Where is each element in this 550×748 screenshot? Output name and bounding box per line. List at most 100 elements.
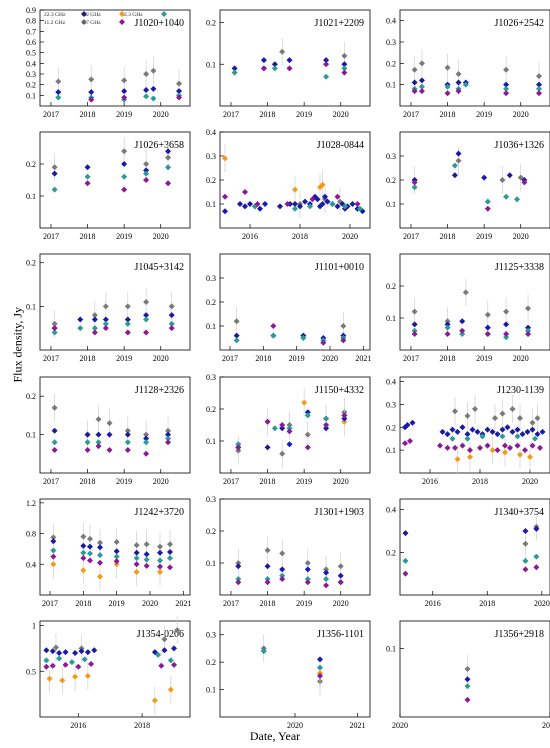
y-tick-label: 0.2 [206, 658, 216, 667]
data-point-2-3-ghz [418, 83, 425, 90]
data-point-11-2-ghz [522, 540, 529, 547]
data-point-2-3-ghz [264, 576, 271, 582]
panel-frame [219, 498, 371, 596]
legend-label: 4.7 GHz [82, 20, 101, 26]
data-point-4-7-ghz [341, 412, 348, 419]
x-tick-label: 2020 [153, 477, 169, 486]
data-point-22-3-ghz [322, 193, 328, 200]
data-point-4-7-ghz [286, 65, 293, 72]
data-point-11-2-ghz [91, 312, 98, 319]
data-point-2-3-ghz [77, 325, 84, 332]
data-point-2-3-ghz [484, 198, 491, 205]
data-point-22-3-ghz [489, 428, 496, 435]
data-point-22-3-ghz [279, 566, 286, 573]
panel-j1356-2918: J1356+2918 0.1 2020 2021 [386, 620, 550, 730]
x-tick-label: 2018 [440, 232, 456, 241]
data-point-22-3-ghz [474, 428, 481, 435]
legend-marker [81, 11, 87, 17]
data-point-11-2-ghz [233, 318, 240, 325]
data-point-4-7-ghz [143, 329, 150, 336]
data-point-11-2-ghz [517, 174, 524, 181]
x-tick-label: 2016 [422, 477, 438, 486]
data-point-11-2-ghz [55, 78, 62, 85]
data-point-11-2-ghz [304, 431, 311, 438]
data-point-22-3-ghz [49, 648, 56, 655]
x-tick-label: 2018 [80, 477, 96, 486]
panel-title: J1021+2209 [314, 18, 364, 29]
data-point-11-2-ghz [235, 447, 242, 454]
data-point-11-2-ghz [534, 415, 541, 422]
y-tick-label: 0.1 [26, 431, 36, 440]
data-point-22-3-ghz [264, 563, 271, 570]
data-point-4-7-ghz [337, 579, 344, 586]
data-point-22-3-ghz [124, 316, 131, 323]
x-tick-label: 2020 [513, 354, 529, 363]
x-tick-label: 2017 [42, 599, 58, 608]
data-point-4-7-ghz [522, 566, 529, 573]
data-point-11-2-ghz [51, 164, 58, 171]
x-tick-label: 2020 [153, 110, 169, 119]
data-point-2-3-ghz [323, 415, 330, 422]
data-point-11-2-ghz [264, 547, 271, 554]
data-point-4-7-ghz [88, 96, 95, 103]
data-point-4-7-ghz [444, 331, 451, 337]
data-point-2-3-ghz [514, 196, 521, 203]
data-point-4-7-ghz [467, 447, 473, 454]
data-point-22-3-ghz [323, 569, 330, 576]
data-point-11-2-ghz [472, 406, 478, 412]
data-point-22-3-ghz [286, 441, 293, 448]
y-tick-label: 0.2 [386, 423, 396, 432]
data-point-4-7-ghz [507, 444, 513, 451]
data-point-22-3-ghz [91, 316, 98, 323]
panel-title: J1101+0010 [315, 262, 364, 273]
data-point-22-3-ghz [317, 656, 323, 663]
data-point-2-3-ghz [532, 435, 538, 442]
data-point-2-3-ghz [342, 203, 348, 210]
data-point-22-3-ghz [121, 161, 128, 167]
data-point-22-3-ghz [84, 164, 91, 171]
data-point-2-3-ghz [56, 655, 63, 662]
data-point-2-3-ghz [271, 425, 278, 432]
data-point-4-7-ghz [87, 557, 93, 564]
x-tick-label: 2017 [403, 354, 419, 363]
data-point-22-3-ghz [337, 572, 344, 579]
data-point-22-3-ghz [143, 435, 150, 442]
data-point-2-3-ghz [533, 553, 540, 560]
data-point-11-2-ghz [143, 431, 150, 438]
data-point-22-3-ghz [43, 647, 50, 654]
data-point-4-7-ghz [143, 177, 150, 183]
panel-title: J1354-0206 [137, 629, 184, 640]
x-tick-label: 2017 [223, 110, 239, 119]
x-axis-label: Date, Year [249, 729, 301, 743]
data-point-22-3-ghz [514, 426, 521, 433]
data-point-22-3-ghz [242, 203, 248, 210]
data-point-4-7-ghz [503, 90, 510, 97]
data-point-4-7-ghz [75, 663, 82, 670]
data-point-22-3-ghz [503, 81, 510, 88]
data-point-4-7-ghz [411, 88, 418, 95]
x-tick-label: 2018 [440, 354, 456, 363]
data-point-11-2-ghz [418, 60, 425, 67]
data-point-4-7-ghz [464, 696, 471, 703]
data-point-4-7-ghz [304, 579, 311, 586]
data-point-22-3-ghz [484, 426, 491, 433]
panel-j1340-3754: J1340+3754 0.2 0.4 2016 2018 2020 [386, 498, 550, 608]
x-tick-label: 2017 [403, 232, 419, 241]
y-tick-label: 0.2 [386, 282, 396, 291]
data-point-8-2-ghz [59, 677, 66, 684]
data-point-11-2-ghz [95, 416, 102, 423]
data-point-2-3-ghz [150, 95, 157, 102]
y-tick-label: 0.1 [386, 446, 396, 455]
data-point-22-3-ghz [324, 198, 331, 205]
panel-frame [39, 498, 191, 596]
x-tick-label: 2020 [333, 477, 349, 486]
data-point-2-3-ghz [292, 205, 298, 212]
data-point-4-7-ghz [537, 444, 543, 451]
data-point-4-7-ghz [279, 576, 286, 582]
data-point-11-2-ghz [113, 539, 120, 546]
y-tick-label: 0.8 [26, 530, 36, 539]
y-tick-label: 0.1 [206, 559, 216, 568]
data-point-22-3-ghz [143, 167, 150, 174]
data-point-11-2-ghz [235, 560, 242, 566]
y-tick-label: 0.4 [386, 17, 396, 26]
